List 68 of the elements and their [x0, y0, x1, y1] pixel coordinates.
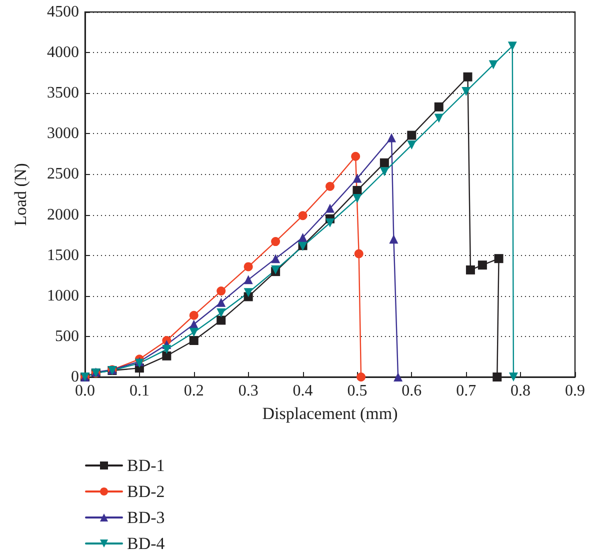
point	[356, 372, 366, 382]
point	[352, 194, 362, 204]
point	[407, 130, 416, 140]
y-tick-label: 4000	[47, 44, 79, 62]
point	[494, 254, 504, 264]
point	[216, 298, 226, 307]
point	[387, 133, 396, 142]
point	[244, 262, 253, 272]
y-tick-label: 1500	[47, 246, 79, 264]
point	[189, 328, 198, 337]
point	[189, 310, 198, 320]
point	[354, 249, 364, 258]
x-tick-label: 0.7	[456, 382, 476, 400]
point	[351, 152, 360, 161]
point	[466, 265, 475, 274]
point	[492, 372, 502, 382]
point	[298, 232, 308, 242]
point	[352, 174, 362, 183]
x-tick-label: 0.3	[238, 382, 258, 400]
point	[508, 372, 518, 382]
y-tick-label: 4500	[47, 4, 79, 20]
point	[478, 260, 487, 270]
point	[380, 167, 389, 176]
point	[508, 42, 517, 51]
x-tick-label: 0.5	[347, 382, 368, 400]
x-tick-label: 0.1	[129, 382, 150, 400]
point	[244, 288, 253, 298]
point	[434, 102, 444, 112]
x-axis-title: Displacement (mm)	[262, 404, 398, 423]
legend-label: BD-3	[127, 508, 165, 527]
y-tick-label: 3500	[47, 84, 79, 102]
y-tick-label: 2500	[47, 166, 79, 183]
point	[244, 275, 253, 284]
y-tick-label: 3000	[47, 125, 79, 142]
point	[463, 72, 472, 82]
x-tick-label: 0.6	[402, 382, 422, 400]
point	[434, 114, 444, 123]
point	[488, 60, 498, 70]
y-tick-label: 500	[55, 328, 79, 345]
point	[394, 372, 403, 382]
point	[162, 344, 172, 354]
point	[298, 211, 308, 220]
point	[216, 308, 226, 318]
y-tick-label: 2000	[47, 206, 79, 224]
legend-label: BD-2	[127, 482, 165, 501]
x-tick-label: 0.0	[75, 382, 95, 400]
x-tick-label: 0.2	[184, 382, 204, 400]
point	[380, 158, 389, 168]
point	[189, 336, 198, 345]
y-tick-label: 0	[71, 368, 79, 386]
point	[326, 182, 334, 191]
point	[326, 218, 334, 228]
x-tick-label: 0.8	[510, 382, 531, 400]
point	[271, 254, 280, 264]
x-tick-label: 0.9	[565, 382, 585, 400]
point	[326, 204, 334, 213]
y-tick-label: 1000	[47, 287, 79, 304]
point	[271, 237, 280, 246]
point	[216, 316, 226, 325]
legend-label: BD-4	[127, 534, 166, 553]
legend-label: BD-1	[127, 456, 165, 475]
point	[462, 86, 471, 96]
point	[407, 140, 416, 150]
point	[216, 286, 226, 296]
y-axis-title: Load (N)	[11, 163, 30, 226]
x-tick-label: 0.4	[292, 382, 313, 400]
point	[389, 234, 398, 244]
point	[162, 351, 172, 360]
